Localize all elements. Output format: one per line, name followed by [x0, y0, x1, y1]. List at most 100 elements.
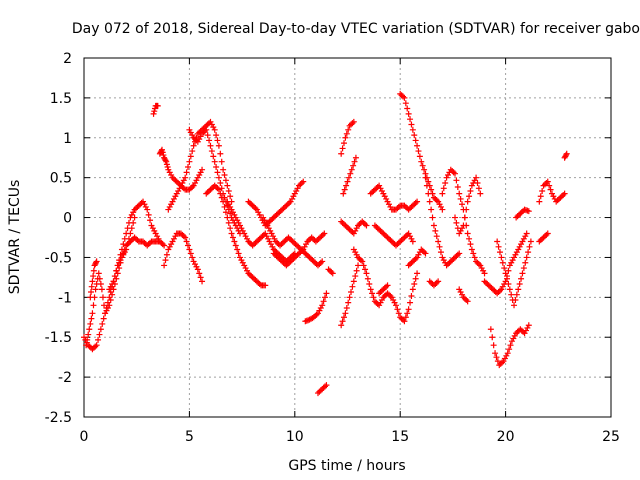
data-point [189, 254, 196, 261]
data-point [96, 331, 103, 338]
data-point [475, 185, 482, 192]
data-point [499, 259, 506, 266]
data-point [95, 270, 102, 277]
data-point [120, 250, 127, 257]
data-point [561, 190, 568, 197]
data-point [221, 172, 228, 179]
x-tick-label: 25 [602, 429, 620, 445]
data-point [109, 291, 116, 298]
data-point [321, 230, 328, 237]
data-point [515, 286, 522, 293]
data-point [131, 214, 138, 221]
data-point [162, 157, 169, 164]
data-point [526, 243, 533, 250]
series-s20 [338, 218, 370, 237]
data-point [154, 102, 161, 109]
data-point [228, 230, 235, 237]
data-point [320, 298, 327, 305]
series-s22 [350, 246, 421, 325]
data-point [481, 270, 488, 277]
data-point [208, 148, 215, 155]
data-point [411, 132, 418, 139]
data-point [164, 164, 171, 171]
data-point [487, 326, 494, 333]
data-point [213, 164, 220, 171]
data-point [392, 302, 399, 309]
data-point [194, 266, 201, 273]
data-point [394, 306, 401, 313]
data-point [339, 318, 346, 325]
data-point [504, 350, 511, 357]
data-point [435, 238, 442, 245]
data-point [423, 182, 430, 189]
data-point [350, 162, 357, 169]
data-point [404, 310, 411, 317]
data-point [505, 267, 512, 274]
data-point [211, 158, 218, 165]
data-point [408, 121, 415, 128]
data-point [217, 190, 224, 197]
data-point [519, 270, 526, 277]
series-s21 [338, 262, 362, 329]
data-point [351, 158, 358, 165]
data-point [456, 250, 463, 257]
data-point [461, 214, 468, 221]
data-point [525, 249, 532, 256]
data-point [430, 222, 437, 229]
data-point [370, 294, 377, 301]
data-point [227, 193, 234, 200]
series-s10 [203, 182, 269, 289]
data-point [471, 254, 478, 261]
data-point [83, 342, 90, 349]
data-point [88, 283, 95, 290]
data-point [220, 166, 227, 173]
data-point [338, 322, 345, 329]
data-point [525, 208, 532, 215]
data-point [429, 214, 436, 221]
data-point [477, 190, 484, 197]
data-point [362, 266, 369, 273]
data-point [340, 190, 347, 197]
data-point [93, 342, 100, 349]
data-point [452, 214, 459, 221]
data-point [218, 194, 225, 201]
series-s19 [340, 154, 359, 197]
data-point [433, 233, 440, 240]
series-s38 [536, 230, 551, 245]
data-point [196, 270, 203, 277]
y-tick-label: 0 [63, 211, 72, 227]
data-point [163, 158, 170, 165]
data-point [227, 225, 234, 232]
data-point [456, 190, 463, 197]
data-point [345, 174, 352, 181]
data-point [512, 296, 519, 303]
series-s13 [260, 214, 326, 269]
data-point [412, 137, 419, 144]
data-point [494, 358, 501, 365]
data-point [473, 174, 480, 181]
data-point [231, 238, 238, 245]
x-tick-label: 20 [497, 429, 515, 445]
data-point [218, 158, 225, 165]
data-point [352, 154, 359, 161]
series-s24 [397, 90, 446, 213]
data-point [343, 304, 350, 311]
data-point [505, 281, 512, 288]
data-point [409, 238, 416, 245]
data-point [345, 299, 352, 306]
data-point [215, 142, 222, 149]
data-point [89, 310, 96, 317]
series-s36 [513, 206, 532, 221]
data-point [501, 265, 508, 272]
data-point [111, 273, 118, 280]
data-point [364, 275, 371, 282]
series-s25 [371, 222, 416, 249]
data-point [502, 270, 509, 277]
series-s12 [245, 178, 307, 229]
data-point [342, 134, 349, 141]
y-tick-label: -0.5 [45, 250, 72, 266]
plot-frame [83, 57, 612, 418]
y-tick-label: -1 [58, 290, 72, 306]
data-point [340, 314, 347, 321]
data-point [100, 315, 107, 322]
